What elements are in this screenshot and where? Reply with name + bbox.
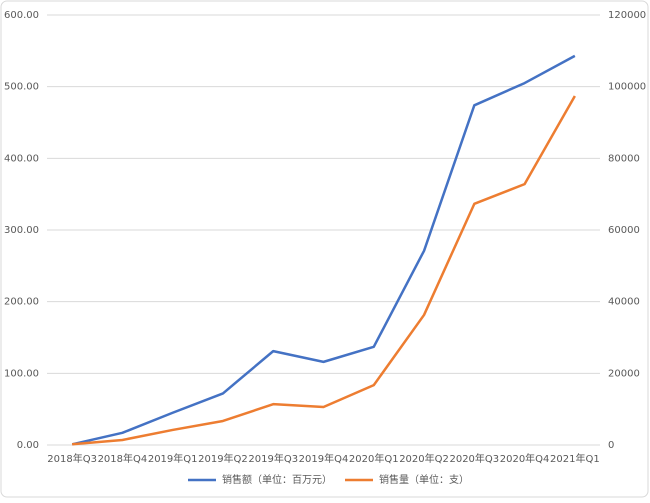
x-tick-label: 2018年Q3	[47, 452, 97, 465]
legend-label: 销售额（单位：百万元）	[222, 473, 332, 486]
x-tick-label: 2019年Q1	[148, 452, 198, 465]
y-tick-label: 0.00	[17, 440, 39, 451]
x-tick-label: 2019年Q3	[248, 452, 298, 465]
x-tick-label: 2020年Q4	[500, 452, 550, 465]
y2-tick-label: 80000	[608, 153, 640, 164]
y-tick-label: 600.00	[4, 10, 39, 21]
y-tick-label: 200.00	[4, 297, 39, 308]
y2-tick-label: 40000	[608, 297, 640, 308]
x-tick-label: 2020年Q3	[449, 452, 499, 465]
y-tick-label: 100.00	[4, 368, 39, 379]
y-tick-label: 400.00	[4, 153, 39, 164]
x-tick-label: 2019年Q4	[299, 452, 349, 465]
x-tick-label: 2018年Q4	[98, 452, 148, 465]
y2-tick-label: 20000	[608, 368, 640, 379]
y2-tick-label: 100000	[608, 82, 646, 93]
x-tick-label: 2020年Q1	[349, 452, 399, 465]
legend-label: 销售量（单位：支）	[379, 473, 469, 486]
y-tick-label: 500.00	[4, 82, 39, 93]
y2-tick-label: 0	[608, 440, 614, 451]
series-line	[71, 54, 576, 446]
x-tick-label: 2020年Q2	[399, 452, 449, 465]
y2-tick-label: 60000	[608, 225, 640, 236]
y2-tick-label: 120000	[608, 10, 646, 21]
series-line	[72, 95, 576, 446]
y-tick-label: 300.00	[4, 225, 39, 236]
x-tick-label: 2019年Q2	[198, 452, 248, 465]
x-tick-label: 2021年Q1	[550, 452, 600, 465]
